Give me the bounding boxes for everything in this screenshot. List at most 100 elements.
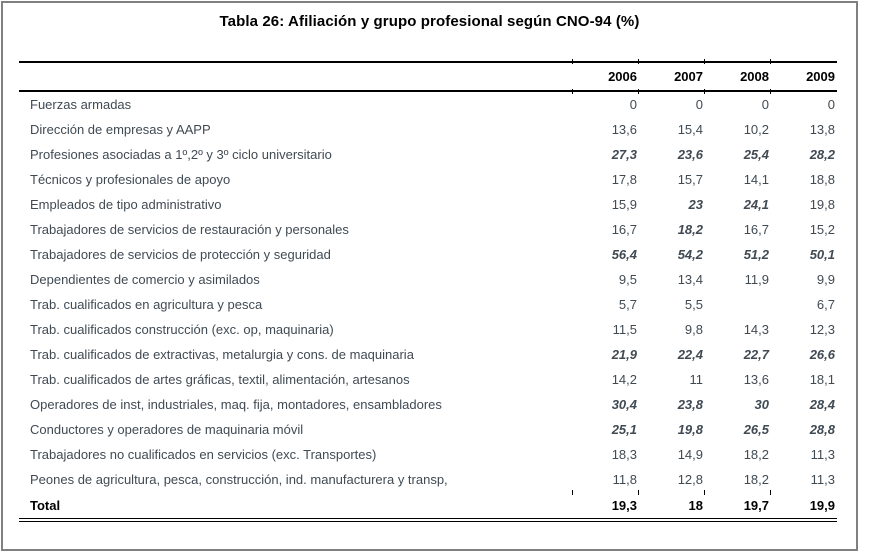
column-tick xyxy=(770,59,771,64)
cell-2009: 11,3 xyxy=(810,472,835,487)
table-row: Trab. cualificados de artes gráficas, te… xyxy=(19,367,837,392)
cell-2008: 26,5 xyxy=(743,422,769,437)
table-row: Trabajadores no cualificados en servicio… xyxy=(19,442,837,467)
cell-2008: 18,2 xyxy=(743,472,769,487)
cell-2007: 14,9 xyxy=(677,447,703,462)
column-tick xyxy=(572,89,573,94)
cell-2008: 22,7 xyxy=(743,347,769,362)
cell-2006: 11,8 xyxy=(612,472,637,487)
table-row: Fuerzas armadas 0 0 0 0 xyxy=(19,92,837,117)
cell-2009: 50,1 xyxy=(809,247,835,262)
row-label: Operadores de inst, industriales, maq. f… xyxy=(30,397,442,412)
table-row: Técnicos y profesionales de apoyo 17,8 15,… xyxy=(19,167,837,192)
row-label: Trab. cualificados en agricultura y pesc… xyxy=(30,297,263,312)
cell-2007: 23,8 xyxy=(677,397,703,412)
column-tick xyxy=(638,59,639,64)
cell-2006: 18,3 xyxy=(611,447,637,462)
cell-2006: 56,4 xyxy=(611,247,637,262)
column-tick xyxy=(704,490,705,495)
column-tick xyxy=(638,490,639,495)
header-year-2009: 2009 xyxy=(806,69,835,84)
column-tick xyxy=(770,89,771,94)
table-row: Profesiones asociadas a 1º,2º y 3º ciclo… xyxy=(19,142,837,167)
column-tick xyxy=(704,59,705,64)
table-row: Dependientes de comercio y asimilados 9,5… xyxy=(19,267,837,292)
cell-2009: 18,8 xyxy=(809,172,835,187)
cell-2006: 13,6 xyxy=(611,122,637,137)
data-table: 2006 2007 2008 2009 Fuerzas armadas 0 0 0 0 D… xyxy=(19,59,837,522)
cell-2007: 12,8 xyxy=(677,472,703,487)
cell-2008: 11,9 xyxy=(744,272,769,287)
cell-2007: 0 xyxy=(695,97,703,112)
table-row: Conductores y operadores de maquinaria m… xyxy=(19,417,837,442)
cell-2006: 19,3 xyxy=(611,497,637,513)
cell-2007: 11 xyxy=(689,372,704,387)
cell-2006: 30,4 xyxy=(611,397,637,412)
table-row: Trab. cualificados de extractivas, metal… xyxy=(19,342,837,367)
cell-2008: 10,2 xyxy=(743,122,769,137)
row-label: Dependientes de comercio y asimilados xyxy=(30,272,260,287)
table-row: Empleados de tipo administrativo 15,9 23 24… xyxy=(19,192,837,217)
row-label: Técnicos y profesionales de apoyo xyxy=(30,172,231,187)
row-label: Trab. cualificados de artes gráficas, te… xyxy=(30,372,410,387)
cell-2006: 25,1 xyxy=(611,422,637,437)
cell-2007: 54,2 xyxy=(677,247,703,262)
cell-2006: 14,2 xyxy=(611,372,637,387)
cell-2008: 19,7 xyxy=(743,497,769,513)
cell-2009: 15,2 xyxy=(809,222,835,237)
cell-2006: 15,9 xyxy=(611,197,637,212)
row-label: Trabajadores de servicios de protección … xyxy=(30,247,331,262)
cell-2009: 18,1 xyxy=(809,372,835,387)
cell-2009: 26,6 xyxy=(809,347,835,362)
row-label: Trab. cualificados construcción (exc. op… xyxy=(30,322,334,337)
cell-2008: 18,2 xyxy=(743,447,769,462)
row-label: Trab. cualificados de extractivas, metal… xyxy=(30,347,414,362)
column-tick xyxy=(770,490,771,495)
cell-2007: 13,4 xyxy=(677,272,703,287)
row-label: Peones de agricultura, pesca, construcci… xyxy=(30,472,448,487)
cell-2007: 15,7 xyxy=(677,172,703,187)
row-label: Dirección de empresas y AAPP xyxy=(30,122,211,137)
cell-2007: 5,5 xyxy=(684,297,703,312)
cell-2006: 16,7 xyxy=(611,222,637,237)
row-label: Trabajadores no cualificados en servicio… xyxy=(30,447,377,462)
row-label: Profesiones asociadas a 1º,2º y 3º ciclo… xyxy=(30,147,332,162)
row-label: Trabajadores de servicios de restauració… xyxy=(30,222,349,237)
cell-2009: 6,7 xyxy=(816,297,835,312)
cell-2006: 11,5 xyxy=(612,322,637,337)
cell-2009: 13,8 xyxy=(809,122,835,137)
cell-2006: 21,9 xyxy=(611,347,637,362)
cell-2006: 0 xyxy=(629,97,637,112)
cell-2009: 28,2 xyxy=(809,147,835,162)
header-year-2008: 2008 xyxy=(740,69,769,84)
cell-2009: 19,8 xyxy=(809,197,835,212)
cell-2008: 14,1 xyxy=(743,172,769,187)
cell-2007: 19,8 xyxy=(677,422,703,437)
cell-2009: 0 xyxy=(827,97,835,112)
cell-2007: 23 xyxy=(688,197,703,212)
table-header-row: 2006 2007 2008 2009 xyxy=(19,59,837,94)
header-year-2006: 2006 xyxy=(608,69,637,84)
table-body: Fuerzas armadas 0 0 0 0 Dirección de empresas… xyxy=(19,92,837,522)
row-label: Total xyxy=(30,497,61,513)
cell-2006: 9,5 xyxy=(618,272,637,287)
cell-2008: 25,4 xyxy=(743,147,769,162)
cell-2008: 16,7 xyxy=(743,222,769,237)
table-title: Tabla 26: Afiliación y grupo profesional… xyxy=(219,13,640,30)
table-row: Trab. cualificados construcción (exc. op… xyxy=(19,317,837,342)
cell-2006: 17,8 xyxy=(611,172,637,187)
row-label: Empleados de tipo administrativo xyxy=(30,197,222,212)
table-row: Trab. cualificados en agricultura y pesc… xyxy=(19,292,837,317)
cell-2007: 9,8 xyxy=(684,322,703,337)
column-tick xyxy=(638,89,639,94)
row-label: Conductores y operadores de maquinaria m… xyxy=(30,422,304,437)
cell-2009: 19,9 xyxy=(809,497,835,513)
cell-2008: 24,1 xyxy=(743,197,769,212)
table-row: Trabajadores de servicios de restauració… xyxy=(19,217,837,242)
table-row: Peones de agricultura, pesca, construcci… xyxy=(19,467,837,492)
table-row: Operadores de inst, industriales, maq. f… xyxy=(19,392,837,417)
cell-2009: 28,8 xyxy=(809,422,835,437)
cell-2007: 18 xyxy=(688,497,703,513)
header-year-2007: 2007 xyxy=(674,69,703,84)
cell-2007: 18,2 xyxy=(677,222,703,237)
